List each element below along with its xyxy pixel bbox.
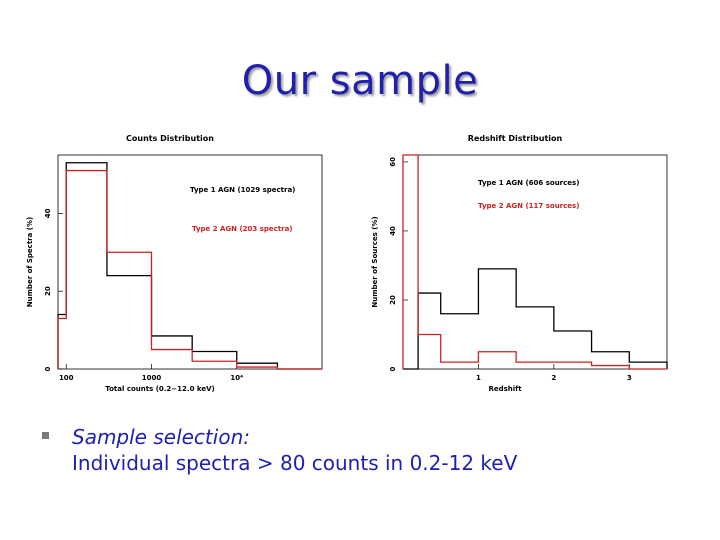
redshift-distribution-chart: Redshift Distribution 0 20 40 60 1 2 3 Redshift N… <box>371 134 668 393</box>
counts-chart-legend-1: Type 1 AGN (1029 spectra) <box>190 186 295 194</box>
counts-chart-xtick-label: 10⁴ <box>230 374 243 382</box>
counts-chart-ytick-label: 40 <box>44 208 52 218</box>
redshift-chart-ytick-label: 20 <box>389 295 397 305</box>
redshift-chart-series-2-line <box>402 154 667 370</box>
bullet-text: Sample selection: Individual spectra > 8… <box>72 424 517 476</box>
redshift-chart-title: Redshift Distribution <box>468 134 563 143</box>
counts-chart-frame <box>57 154 323 370</box>
redshift-chart-legend-1: Type 1 AGN (606 sources) <box>478 179 579 187</box>
redshift-chart-ytick-label: 40 <box>389 226 397 236</box>
redshift-chart-xlabel: Redshift <box>488 385 522 393</box>
slide-title: Our sample <box>241 58 479 104</box>
counts-chart-xtick-label: 1000 <box>142 374 162 382</box>
redshift-chart-frame <box>402 154 668 370</box>
counts-distribution-chart: Counts Distribution 0 20 40 100 1000 10⁴ Total … <box>26 134 323 393</box>
redshift-chart-xtick-label: 3 <box>627 374 632 382</box>
counts-chart-xtick-label: 100 <box>59 374 74 382</box>
counts-chart-series-2-line <box>57 169 322 370</box>
counts-chart-ylabel: Number of Spectra (%) <box>26 217 34 307</box>
redshift-chart-ytick-label: 0 <box>389 366 397 371</box>
redshift-chart-ytick-label: 60 <box>389 157 397 167</box>
redshift-chart-legend-2: Type 2 AGN (117 sources) <box>478 202 579 210</box>
bullet-heading: Sample selection: <box>72 425 250 449</box>
bullet-square-icon <box>42 432 49 439</box>
counts-chart-ytick-label: 0 <box>44 366 52 371</box>
redshift-chart-xtick-label: 2 <box>551 374 556 382</box>
counts-chart-ytick-label: 20 <box>44 286 52 296</box>
counts-chart-legend-2: Type 2 AGN (203 spectra) <box>192 225 293 233</box>
redshift-chart-series-1-line <box>403 268 668 370</box>
counts-chart-title: Counts Distribution <box>126 134 214 143</box>
counts-chart-xlabel: Total counts (0.2−12.0 keV) <box>105 385 214 393</box>
bullet-detail: Individual spectra > 80 counts in 0.2-12… <box>72 451 518 475</box>
redshift-chart-ylabel: Number of Sources (%) <box>371 216 379 307</box>
redshift-chart-xtick-label: 1 <box>476 374 481 382</box>
